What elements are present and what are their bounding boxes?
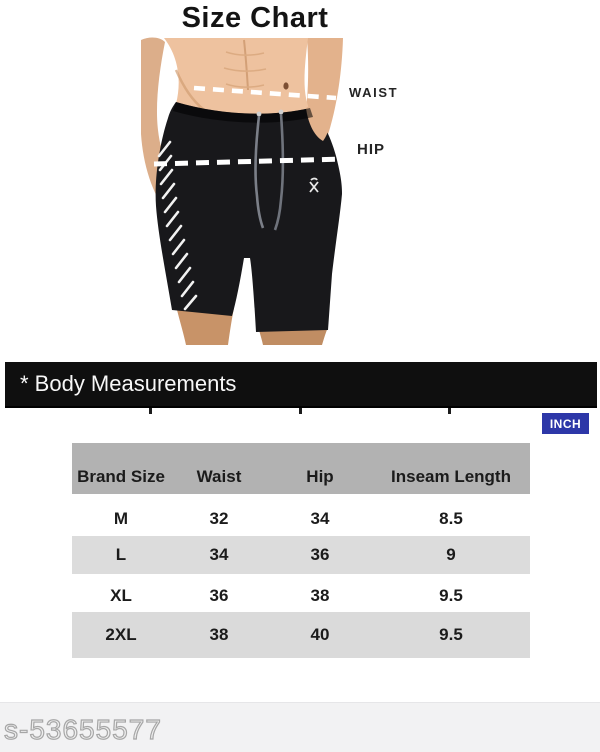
bottom-strip <box>0 702 600 752</box>
cell-hip: 34 <box>310 509 330 528</box>
model-photo-graphic <box>141 37 345 345</box>
black-shorts <box>155 102 342 332</box>
cell-inseam: 9.5 <box>439 625 463 644</box>
ab-centerline <box>243 39 249 91</box>
table-header-row: Brand Size Waist Hip Inseam Length <box>72 443 530 494</box>
cell-size: XL <box>110 586 132 605</box>
navel <box>283 82 289 90</box>
cell-size: L <box>115 545 127 564</box>
column-divider-tick <box>448 408 451 414</box>
eyelet <box>278 109 284 115</box>
left-arm <box>141 37 187 214</box>
body-measurements-header: * Body Measurements <box>5 362 597 408</box>
wrist-in-pocket <box>306 104 330 141</box>
col-header-hip: Hip <box>306 466 334 486</box>
drawstring-cord <box>254 115 265 229</box>
page-title: Size Chart <box>181 2 329 34</box>
table-row: XL 36 38 9.5 <box>72 574 530 612</box>
waist-dash-line <box>193 85 337 101</box>
column-divider-tick <box>299 408 302 414</box>
col-header-brand-size: Brand Size <box>77 466 165 486</box>
cell-size: M <box>113 509 129 528</box>
ab-crease <box>225 51 265 56</box>
torso <box>164 38 309 116</box>
col-header-waist: Waist <box>196 466 242 486</box>
model-photo <box>140 30 368 345</box>
waist-label: WAIST <box>349 85 399 100</box>
cell-size: 2XL <box>105 625 137 644</box>
eyelet <box>256 111 262 117</box>
table-row: L 34 36 9 <box>72 536 530 574</box>
col-header-inseam-length: Inseam Length <box>391 466 511 486</box>
size-table: Brand Size Waist Hip Inseam Length M 32 … <box>72 443 530 658</box>
cell-inseam: 9 <box>446 545 456 564</box>
cell-inseam: 8.5 <box>439 509 463 528</box>
cell-waist: 32 <box>209 509 229 528</box>
cell-waist: 38 <box>209 625 229 644</box>
cell-waist: 36 <box>209 586 229 605</box>
waistband <box>173 102 313 123</box>
table-row: 2XL 38 40 9.5 <box>72 612 530 658</box>
cell-waist: 34 <box>209 545 229 564</box>
hip-dash-line <box>153 156 345 167</box>
table-row: M 32 34 8.5 <box>72 494 530 536</box>
left-leg <box>176 306 234 345</box>
cell-hip: 36 <box>310 545 330 564</box>
cell-inseam: 9.5 <box>439 586 463 605</box>
cell-hip: 40 <box>310 625 330 644</box>
column-divider-tick <box>149 408 152 414</box>
hip-label: HIP <box>357 141 386 158</box>
side-stripes <box>157 140 198 311</box>
cell-hip: 38 <box>310 586 330 605</box>
unit-badge: INCH <box>542 413 589 434</box>
ab-crease <box>225 83 265 88</box>
ab-crease <box>223 67 267 72</box>
shorts-logo <box>309 177 319 193</box>
drawstring-cord <box>273 113 285 231</box>
watermark-text: s-53655577 <box>3 713 162 745</box>
section-title: * Body Measurements <box>20 371 237 396</box>
oblique-shadow <box>174 69 205 111</box>
